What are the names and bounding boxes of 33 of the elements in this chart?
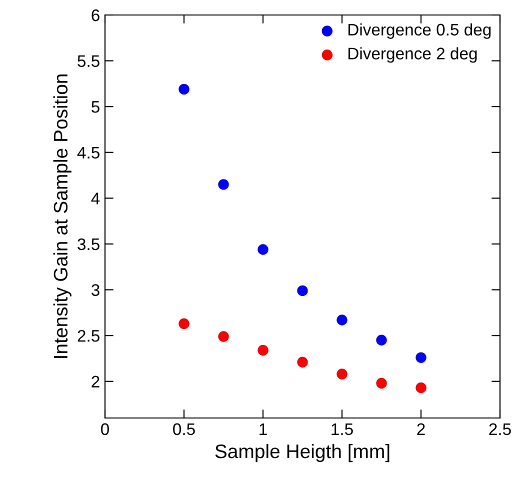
point [336, 314, 348, 326]
x-tick-label: 0 [101, 423, 109, 436]
y-tick-label: 2.5 [78, 330, 100, 342]
point [178, 318, 190, 330]
legend-label: Divergence 2 deg [348, 47, 477, 63]
point [258, 344, 268, 356]
y-tick-label: 3 [92, 284, 100, 296]
x-tick-label: 2.5 [489, 423, 511, 436]
y-tick-label: 3.5 [78, 238, 100, 250]
y-tick-label: 5.5 [78, 55, 100, 67]
point [297, 356, 308, 368]
y-tick-label: 2 [92, 376, 100, 388]
y-tick-label: 4 [91, 192, 100, 204]
x-axis-title: Sample Heigth [mm] [215, 444, 390, 462]
point [297, 285, 308, 296]
point [258, 244, 268, 255]
y-tick-label: 4.5 [77, 146, 100, 159]
x-tick-label: 1 [260, 423, 267, 435]
point [376, 378, 387, 389]
x-tick-label: 1.5 [332, 423, 353, 436]
point [218, 179, 229, 190]
legend-label: Divergence 0.5 deg [348, 23, 491, 39]
point [376, 334, 387, 346]
x-tick-label: 0.5 [173, 423, 195, 436]
point [178, 84, 190, 95]
point [218, 331, 229, 342]
point [336, 368, 348, 380]
y-tick-label: 6 [92, 9, 100, 22]
y-axis-title: Intensity Gain at Sample Position [53, 74, 72, 358]
y-tick-label: 5 [92, 101, 100, 113]
point [416, 352, 426, 363]
x-tick-label: 2 [417, 423, 425, 435]
point [416, 382, 426, 394]
